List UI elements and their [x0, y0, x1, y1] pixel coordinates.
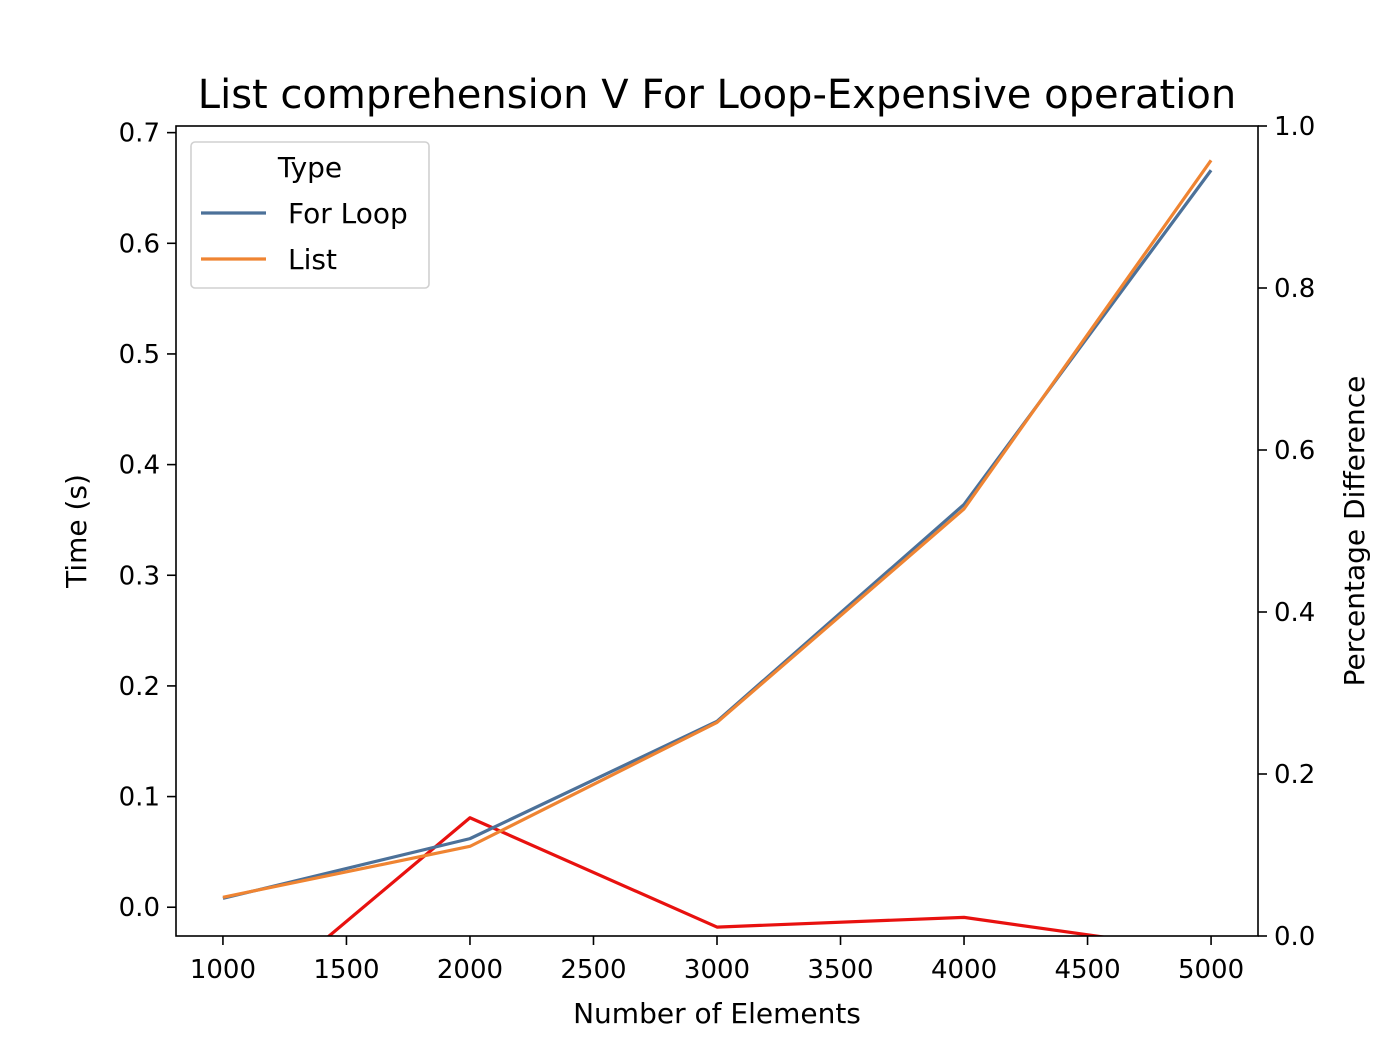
y-tick-label: 0.6 [119, 229, 160, 259]
percentage-difference-line [326, 816, 1108, 936]
y-tick-label: 0.7 [119, 119, 160, 149]
x-tick-label: 5000 [1178, 955, 1244, 985]
plot-frame [175, 125, 1259, 937]
y-axis-label: Time (s) [60, 474, 93, 589]
series-line-list [222, 159, 1213, 899]
y-tick-label: 0.0 [119, 893, 160, 923]
y2-tick-label: 0.2 [1274, 760, 1315, 790]
y2-tick-label: 1.0 [1274, 112, 1315, 142]
x-tick-label: 2000 [437, 955, 503, 985]
y-tick-label: 0.5 [119, 340, 160, 370]
y-tick-label: 0.2 [119, 672, 160, 702]
y2-tick-label: 0.8 [1274, 274, 1315, 304]
y-axis-ticks: 0.0 0.1 0.2 0.3 0.4 0.5 0.6 0.7 [119, 119, 176, 923]
legend-box [190, 141, 430, 289]
y2-axis-ticks: 0.0 0.2 0.4 0.6 0.8 1.0 [1258, 112, 1315, 952]
legend: Type For Loop List [190, 141, 430, 289]
chart-title: List comprehension V For Loop-Expensive … [198, 72, 1236, 118]
x-tick-label: 2500 [560, 955, 626, 985]
x-tick-label: 3500 [807, 955, 873, 985]
y2-axis-label: Percentage Difference [1338, 376, 1371, 687]
x-tick-label: 3000 [684, 955, 750, 985]
x-axis-label: Number of Elements [573, 997, 861, 1030]
legend-title: Type [277, 151, 342, 184]
y-tick-label: 0.1 [119, 783, 160, 813]
y2-tick-label: 0.0 [1274, 922, 1315, 952]
y-tick-label: 0.4 [119, 451, 160, 481]
x-axis-ticks: 1000 1500 2000 2500 3000 3500 4000 4500 5000 [190, 936, 1244, 985]
y-tick-label: 0.3 [119, 561, 160, 591]
y2-tick-label: 0.6 [1274, 436, 1315, 466]
x-tick-label: 4500 [1054, 955, 1120, 985]
x-tick-label: 4000 [931, 955, 997, 985]
legend-label-for-loop: For Loop [288, 197, 408, 230]
plot-lines [222, 159, 1213, 936]
legend-label-list: List [288, 243, 337, 276]
x-tick-label: 1500 [313, 955, 379, 985]
y2-tick-label: 0.4 [1274, 598, 1315, 628]
x-tick-label: 1000 [190, 955, 256, 985]
